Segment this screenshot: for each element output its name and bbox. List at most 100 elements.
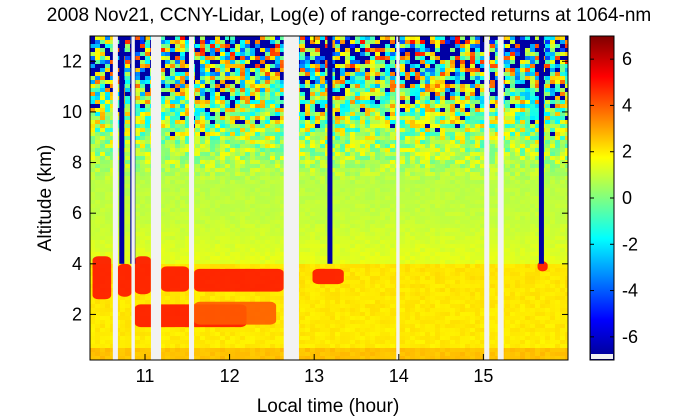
heatmap-cell (180, 208, 185, 212)
heatmap-cell (175, 92, 180, 96)
heatmap-cell (405, 60, 410, 64)
heatmap-cell (365, 120, 370, 124)
heatmap-cell (330, 144, 335, 148)
heatmap-cell (350, 224, 355, 228)
heatmap-cell (185, 72, 190, 76)
heatmap-cell (310, 212, 315, 216)
heatmap-cell (175, 112, 180, 116)
heatmap-cell (330, 44, 335, 48)
heatmap-cell (415, 236, 420, 240)
heatmap-cell (380, 112, 385, 116)
heatmap-cell (475, 112, 480, 116)
heatmap-cell (525, 152, 530, 156)
heatmap-cell (225, 92, 230, 96)
heatmap-cell (520, 104, 525, 108)
heatmap-cell (160, 52, 165, 56)
heatmap-cell (495, 132, 500, 136)
heatmap-cell (305, 188, 310, 192)
heatmap-cell (305, 80, 310, 84)
heatmap-cell (550, 228, 555, 232)
heatmap-cell (140, 80, 145, 84)
heatmap-cell (255, 168, 260, 172)
heatmap-cell (255, 128, 260, 132)
heatmap-cell (275, 216, 280, 220)
heatmap-cell (385, 52, 390, 56)
heatmap-cell (250, 60, 255, 64)
heatmap-cell (230, 48, 235, 52)
heatmap-cell (370, 212, 375, 216)
heatmap-cell (415, 212, 420, 216)
heatmap-cell (440, 228, 445, 232)
heatmap-cell (385, 184, 390, 188)
heatmap-cell (200, 64, 205, 68)
heatmap-cell (355, 212, 360, 216)
heatmap-cell (215, 136, 220, 140)
heatmap-cell (555, 200, 560, 204)
heatmap-cell (305, 236, 310, 240)
heatmap-cell (250, 156, 255, 160)
heatmap-cell (355, 148, 360, 152)
heatmap-cell (210, 172, 215, 176)
heatmap-cell (105, 148, 110, 152)
heatmap-cell (240, 40, 245, 44)
heatmap-cell (410, 132, 415, 136)
heatmap-cell (380, 220, 385, 224)
heatmap-cell (425, 192, 430, 196)
heatmap-cell (275, 132, 280, 136)
heatmap-cell (565, 172, 568, 176)
heatmap-cell (160, 148, 165, 152)
heatmap-cell (375, 132, 380, 136)
heatmap-cell (165, 76, 170, 80)
heatmap-cell (355, 164, 360, 168)
heatmap-cell (335, 56, 340, 60)
heatmap-cell (105, 244, 110, 248)
heatmap-cell (100, 200, 105, 204)
heatmap-cell (175, 116, 180, 120)
heatmap-cell (425, 168, 430, 172)
heatmap-cell (405, 136, 410, 140)
heatmap-cell (245, 176, 250, 180)
heatmap-cell (310, 192, 315, 196)
heatmap-cell (185, 156, 190, 160)
heatmap-cell (460, 204, 465, 208)
heatmap-cell (465, 180, 470, 184)
heatmap-cell (275, 232, 280, 236)
heatmap-cell (450, 96, 455, 100)
heatmap-cell (250, 108, 255, 112)
heatmap-cell (515, 224, 520, 228)
heatmap-cell (245, 104, 250, 108)
heatmap-cell (355, 176, 360, 180)
heatmap-cell (545, 152, 550, 156)
heatmap-cell (90, 212, 95, 216)
heatmap-cell (445, 128, 450, 132)
heatmap-cell (170, 200, 175, 204)
heatmap-cell (280, 180, 285, 184)
heatmap-cell (470, 88, 475, 92)
heatmap-cell (230, 220, 235, 224)
heatmap-cell (475, 144, 480, 148)
heatmap-cell (450, 184, 455, 188)
heatmap-cell (270, 76, 275, 80)
heatmap-cell (170, 76, 175, 80)
heatmap-cell (510, 216, 515, 220)
heatmap-cell (555, 64, 560, 68)
heatmap-cell (110, 100, 115, 104)
heatmap-cell (110, 140, 115, 144)
heatmap-cell (330, 160, 335, 164)
heatmap-cell (370, 160, 375, 164)
heatmap-cell (100, 140, 105, 144)
heatmap-cell (425, 84, 430, 88)
heatmap-cell (140, 164, 145, 168)
heatmap-cell (435, 176, 440, 180)
heatmap-cell (440, 88, 445, 92)
heatmap-cell (355, 192, 360, 196)
heatmap-cell (445, 132, 450, 136)
heatmap-cell (240, 104, 245, 108)
heatmap-cell (255, 60, 260, 64)
heatmap-cell (415, 176, 420, 180)
heatmap-cell (555, 188, 560, 192)
heatmap-cell (340, 156, 345, 160)
heatmap-cell (560, 220, 565, 224)
heatmap-cell (400, 44, 405, 48)
heatmap-cell (255, 44, 260, 48)
